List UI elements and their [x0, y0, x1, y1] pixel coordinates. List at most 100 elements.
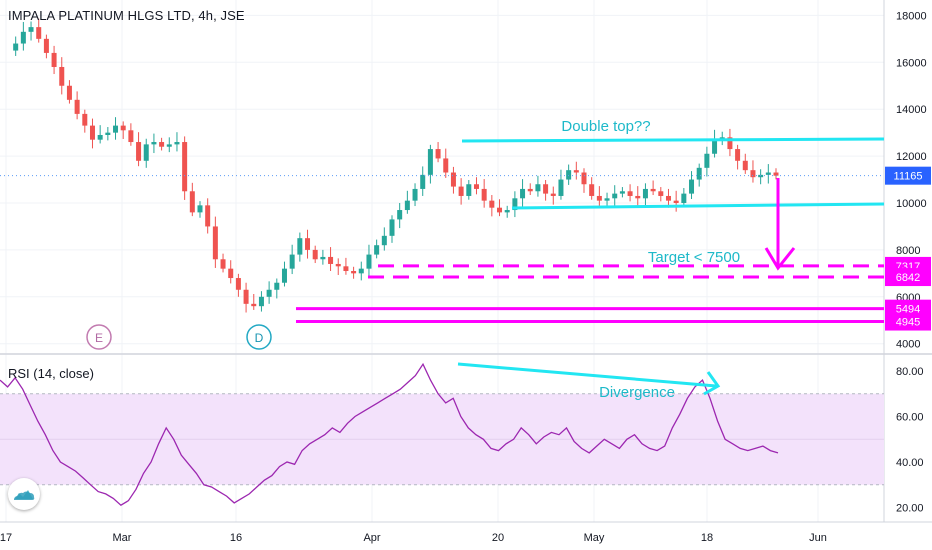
candle-body — [604, 198, 610, 201]
candle-body — [566, 170, 572, 180]
candle-body — [343, 266, 349, 272]
candle-body — [151, 142, 157, 145]
candle-body — [704, 153, 710, 168]
rsi-line — [0, 362, 779, 507]
candle-body — [404, 200, 410, 211]
time-tick-label: Apr — [363, 532, 380, 544]
candle-body — [673, 200, 679, 203]
candle-body — [59, 66, 65, 86]
candle-body — [543, 184, 549, 194]
price-tick-label: 16000 — [896, 57, 927, 69]
divergence-line — [457, 362, 717, 388]
candle-body — [696, 167, 702, 180]
candle-body — [251, 303, 257, 307]
candle-body — [312, 249, 318, 260]
candle-body — [89, 125, 95, 140]
candle-body — [305, 238, 311, 250]
price-level-label: 6842 — [896, 272, 920, 284]
candle-body — [589, 184, 595, 196]
candle-body — [174, 142, 180, 145]
rsi-title: RSI (14, close) — [8, 366, 94, 381]
candle-body — [51, 52, 57, 67]
price-level-badge — [885, 268, 931, 287]
candle-body — [36, 27, 42, 39]
candle-body — [473, 184, 479, 189]
time-tick-label: 20 — [492, 532, 504, 544]
price-tick-label: 8000 — [896, 245, 920, 257]
price-tick-label: 14000 — [896, 104, 927, 116]
candle-body — [197, 205, 203, 213]
candle-body — [74, 99, 80, 114]
candle-body — [735, 149, 741, 161]
candle-body — [266, 289, 272, 297]
price-tick-label: 18000 — [896, 10, 927, 22]
candle-body — [182, 142, 188, 192]
time-tick-label: 17 — [0, 532, 12, 544]
chart-title: IMPALA PLATINUM HLGS LTD, 4h, JSE — [8, 8, 245, 23]
annotation-double-top: Double top?? — [561, 118, 650, 135]
candle-body — [228, 268, 234, 279]
candle-body — [420, 174, 426, 189]
candle-body — [351, 271, 357, 274]
candle-body — [750, 170, 756, 178]
candle-body — [82, 113, 88, 126]
candle-body — [520, 188, 526, 199]
candle-body — [504, 210, 510, 213]
candle-body — [689, 179, 695, 194]
candle-body — [13, 43, 19, 51]
candle-body — [105, 132, 111, 135]
candle-body — [159, 142, 165, 147]
candle-body — [128, 130, 134, 143]
candle-body — [381, 235, 387, 246]
candle-body — [450, 172, 456, 187]
candle-body — [28, 27, 34, 32]
candle-body — [635, 195, 641, 199]
rsi-tick-label: 60.00 — [896, 412, 924, 424]
price-level-label: 4945 — [896, 317, 920, 329]
dividend-marker — [246, 324, 272, 350]
time-tick-label: Mar — [113, 532, 132, 544]
candle-body — [558, 179, 564, 196]
candle-body — [773, 172, 779, 176]
candle-body — [427, 149, 433, 175]
candle-body — [627, 191, 633, 196]
candle-body — [328, 256, 334, 264]
candle-body — [389, 219, 395, 236]
candle-body — [274, 282, 280, 290]
candle-body — [581, 172, 587, 185]
candle-body — [550, 193, 556, 196]
time-tick-label: Jun — [809, 532, 827, 544]
candle-body — [66, 85, 72, 100]
candle-body — [458, 186, 464, 196]
tradingview-logo[interactable] — [8, 478, 40, 510]
candle-body — [374, 245, 380, 255]
candle-body — [320, 256, 326, 260]
candle-body — [512, 198, 518, 211]
price-level-badge — [885, 312, 931, 331]
candle-body — [650, 188, 656, 192]
candle-body — [596, 195, 602, 201]
annotation-divergence: Divergence — [599, 384, 675, 401]
candle-body — [535, 184, 541, 192]
candle-body — [120, 125, 126, 131]
candle-body — [220, 259, 226, 269]
candle-body — [281, 268, 287, 283]
candle-body — [243, 289, 249, 304]
candle-body — [166, 144, 172, 147]
candle-body — [497, 207, 503, 213]
candle-body — [435, 149, 441, 159]
candle-body — [297, 238, 303, 255]
candle-body — [212, 226, 218, 260]
price-tick-label: 4000 — [896, 339, 920, 351]
annotation-target: Target < 7500 — [648, 249, 740, 266]
divergence-arrow-head — [703, 371, 721, 396]
candle-body — [642, 188, 648, 199]
candle-body — [205, 205, 211, 227]
candle-body — [443, 158, 449, 173]
candle-body — [397, 210, 403, 220]
candle-body — [527, 188, 533, 192]
time-tick-label: 16 — [230, 532, 242, 544]
candle-body — [742, 160, 748, 171]
